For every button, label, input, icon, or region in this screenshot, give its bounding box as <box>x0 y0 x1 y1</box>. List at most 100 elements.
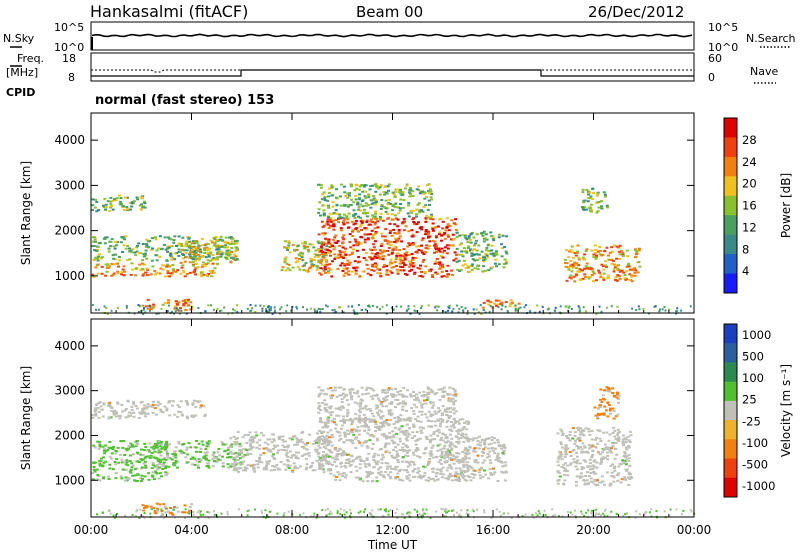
heatmap-cell <box>363 510 366 513</box>
heatmap-cell <box>385 450 389 453</box>
heatmap-cell <box>401 395 405 398</box>
heatmap-cell <box>568 250 571 253</box>
heatmap-cell <box>415 431 419 433</box>
heatmap-cell <box>450 449 454 451</box>
heatmap-cell <box>596 417 600 420</box>
heatmap-cell <box>146 305 150 308</box>
heatmap-cell <box>444 509 447 512</box>
heatmap-cell <box>605 451 609 454</box>
heatmap-cell <box>114 477 118 480</box>
heatmap-cell <box>420 404 423 407</box>
heatmap-cell <box>219 250 223 253</box>
heatmap-cell <box>324 440 328 443</box>
heatmap-cell <box>407 202 411 205</box>
colorbar-tick-label: 20 <box>742 177 757 191</box>
heatmap-cell <box>151 405 154 408</box>
heatmap-cell <box>347 460 351 463</box>
heatmap-cell <box>488 459 492 462</box>
heatmap-cell <box>424 233 428 236</box>
heatmap-cell <box>214 457 218 459</box>
heatmap-cell <box>296 457 300 460</box>
heatmap-cell <box>575 484 578 487</box>
heatmap-cell <box>347 194 351 197</box>
heatmap-cell <box>433 479 437 482</box>
heatmap-cell <box>373 221 377 224</box>
heatmap-cell <box>234 463 238 466</box>
heatmap-cell <box>233 258 237 261</box>
heatmap-cell <box>616 398 620 400</box>
heatmap-cell <box>176 269 180 272</box>
heatmap-cell <box>452 307 455 310</box>
heatmap-cell <box>355 469 359 472</box>
heatmap-cell <box>345 263 349 266</box>
heatmap-cell <box>602 278 606 281</box>
heatmap-cell <box>353 189 357 192</box>
heatmap-cell <box>541 305 544 308</box>
heatmap-cell <box>551 508 554 511</box>
heatmap-cell <box>355 417 359 420</box>
heatmap-cell <box>387 423 391 426</box>
heatmap-cell <box>185 240 189 243</box>
heatmap-cell <box>605 204 609 207</box>
heatmap-cell <box>575 252 579 254</box>
heatmap-cell <box>211 453 215 456</box>
heatmap-cell <box>383 235 387 238</box>
heatmap-cell <box>377 508 380 511</box>
heatmap-cell <box>342 388 346 390</box>
heatmap-cell <box>392 436 396 439</box>
heatmap-cell <box>415 223 419 226</box>
heatmap-cell <box>124 447 128 450</box>
heatmap-cell <box>136 460 140 463</box>
heatmap-cell <box>128 454 132 457</box>
heatmap-cell <box>172 463 175 466</box>
heatmap-cell <box>199 512 201 515</box>
heatmap-cell <box>151 411 155 414</box>
heatmap-cell <box>176 404 180 407</box>
heatmap-cell <box>158 402 162 405</box>
heatmap-cell <box>406 446 410 449</box>
heatmap-cell <box>153 270 157 272</box>
heatmap-cell <box>386 465 390 468</box>
heatmap-cell <box>249 436 253 439</box>
heatmap-cell <box>146 274 150 277</box>
heatmap-cell <box>675 310 678 313</box>
heatmap-cell <box>199 514 202 517</box>
heatmap-cell <box>680 309 683 312</box>
heatmap-cell <box>327 442 331 445</box>
heatmap-cell <box>246 464 250 467</box>
heatmap-cell <box>610 250 614 253</box>
heatmap-cell <box>556 471 560 474</box>
heatmap-cell <box>355 249 359 252</box>
heatmap-cell <box>126 208 129 211</box>
heatmap-cell <box>233 242 237 245</box>
heatmap-cell <box>134 254 138 257</box>
heatmap-cell <box>355 430 359 433</box>
heatmap-cell <box>444 311 447 313</box>
heatmap-cell <box>395 305 398 308</box>
heatmap-cell <box>391 430 395 433</box>
heatmap-cell <box>219 238 222 241</box>
heatmap-cell <box>166 454 169 457</box>
heatmap-cell <box>256 466 260 469</box>
heatmap-cell <box>583 515 586 517</box>
heatmap-cell <box>444 477 448 480</box>
heatmap-cell <box>475 437 479 440</box>
heatmap-cell <box>584 250 588 252</box>
heatmap-cell <box>175 506 179 509</box>
heatmap-cell <box>372 234 375 237</box>
heatmap-cell <box>226 241 230 244</box>
heatmap-cell <box>582 445 586 448</box>
heatmap-cell <box>119 241 123 244</box>
heatmap-cell <box>91 245 95 247</box>
heatmap-cell <box>97 209 101 211</box>
heatmap-cell <box>170 310 173 313</box>
heatmap-cell <box>121 446 125 449</box>
heatmap-cell <box>596 192 600 195</box>
heatmap-cell <box>183 511 187 514</box>
heatmap-cell <box>212 236 216 239</box>
heatmap-cell <box>326 223 330 226</box>
mhz-label: [MHz] <box>6 66 38 79</box>
heatmap-cell <box>435 510 438 513</box>
heatmap-cell <box>170 273 174 276</box>
heatmap-cell <box>341 415 345 418</box>
